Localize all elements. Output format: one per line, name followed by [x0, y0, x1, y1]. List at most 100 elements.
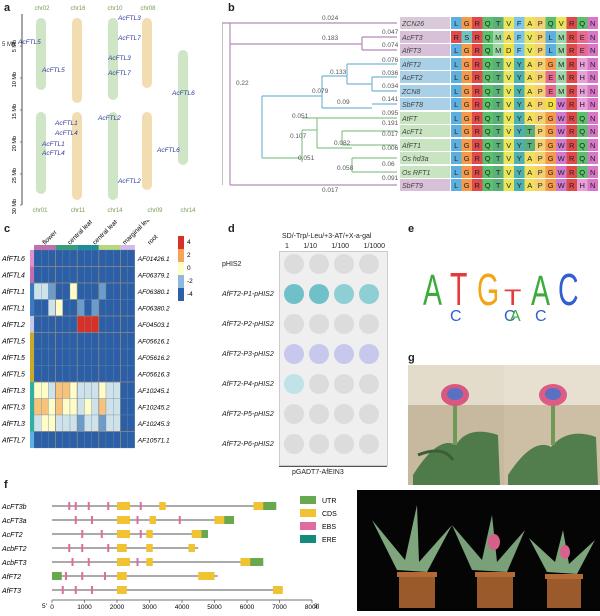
motif-sub-letter: C	[504, 308, 516, 325]
aa-cell	[514, 98, 525, 110]
aa-cell	[472, 179, 483, 191]
aa-letter: P	[538, 114, 543, 123]
aa-cell	[472, 152, 483, 164]
cds-block	[117, 516, 130, 524]
heat-cell	[105, 332, 114, 350]
aa-cell	[503, 139, 514, 151]
cds-block	[117, 544, 127, 552]
gene-name: AcbFT2	[1, 546, 27, 553]
aa-cell	[451, 125, 462, 137]
aa-cell	[451, 31, 462, 43]
branch-length: 0.06	[382, 161, 395, 168]
aa-cell	[545, 152, 556, 164]
aa-letter: G	[464, 181, 470, 190]
gene-color-block	[30, 283, 34, 300]
motif-letter: T	[450, 264, 467, 316]
yeast-spot	[334, 344, 354, 364]
aa-cell	[451, 71, 462, 83]
heat-cell	[33, 431, 42, 449]
ebs-mark	[81, 544, 84, 552]
yeast-spot	[334, 434, 354, 454]
heat-cell	[120, 299, 128, 317]
aa-cell	[493, 85, 504, 97]
aa-cell	[482, 112, 493, 124]
gene-color-block	[30, 299, 34, 316]
aa-letter: V	[506, 100, 511, 109]
aa-letter: R	[474, 87, 480, 96]
aa-letter: Q	[485, 60, 491, 69]
aa-letter: W	[558, 141, 566, 150]
yeast-spot	[309, 344, 329, 364]
ebs-mark	[104, 572, 106, 580]
heat-cell	[105, 266, 114, 284]
aa-cell	[472, 139, 483, 151]
heat-cell	[127, 348, 135, 366]
heat-cell	[113, 249, 121, 267]
heat-cell	[91, 282, 99, 300]
cds-block	[117, 558, 130, 566]
aa-letter: Y	[517, 73, 522, 82]
heat-cell	[48, 381, 56, 399]
aa-cell	[535, 44, 546, 56]
heat-cell	[55, 332, 63, 350]
branch-length: 0.133	[330, 69, 347, 76]
panel-f-letter: f	[4, 479, 8, 491]
heat-cell	[84, 381, 92, 399]
heat-cell	[91, 299, 99, 317]
aa-letter: N	[590, 100, 595, 109]
aa-cell	[493, 31, 504, 43]
aa-letter: G	[464, 127, 470, 136]
gene-label: AcFTL5	[17, 39, 41, 46]
heat-cell	[55, 315, 63, 333]
heat-cell	[84, 348, 92, 366]
heat-cell	[127, 282, 135, 300]
row-gene-label: AfFTL5	[1, 355, 25, 362]
row-accession: AF05616.1	[137, 339, 170, 346]
aa-cell	[587, 166, 598, 178]
utr-block	[52, 572, 62, 580]
aa-letter: P	[538, 100, 543, 109]
heat-cell	[77, 348, 85, 366]
aa-letter: L	[454, 87, 458, 96]
heat-cell	[91, 332, 99, 350]
column-header: flower	[41, 229, 59, 247]
motif-letter: G	[477, 264, 499, 314]
gene-name: AfFT3	[1, 588, 21, 595]
chromosome	[142, 18, 152, 88]
axis-5prime: 5'	[42, 603, 47, 610]
row-accession: AF10571.1	[137, 438, 170, 445]
aa-cell	[556, 44, 567, 56]
heat-cell	[77, 266, 85, 284]
aa-cell	[556, 17, 567, 29]
heat-cell	[48, 398, 56, 416]
heat-cell	[120, 315, 128, 333]
aa-cell	[472, 166, 483, 178]
f-tick-label: 4000	[175, 604, 190, 611]
aa-letter: N	[590, 154, 595, 163]
aa-cell	[577, 139, 588, 151]
chr-label-bottom: chr01	[32, 208, 48, 214]
yeast-spot	[284, 374, 304, 394]
heat-cell	[55, 348, 63, 366]
aa-cell	[566, 98, 577, 110]
heat-cell	[91, 381, 99, 399]
gene-label: AcFTL2	[117, 178, 141, 185]
aa-cell	[556, 31, 567, 43]
heat-cell	[84, 266, 92, 284]
aa-cell	[587, 125, 598, 137]
aa-letter: H	[579, 87, 584, 96]
gene-color-block	[30, 349, 34, 366]
heat-cell	[120, 431, 128, 449]
aa-cell	[461, 98, 472, 110]
heat-cell	[113, 381, 121, 399]
gene-name: AcFT3b	[1, 504, 27, 511]
aa-cell	[503, 112, 514, 124]
aa-cell	[524, 71, 535, 83]
f-tick-label: 6000	[240, 604, 255, 611]
aa-cell	[503, 125, 514, 137]
heat-cell	[69, 332, 78, 350]
heat-cell	[48, 315, 56, 333]
aa-letter: N	[590, 87, 595, 96]
aa-cell	[556, 85, 567, 97]
